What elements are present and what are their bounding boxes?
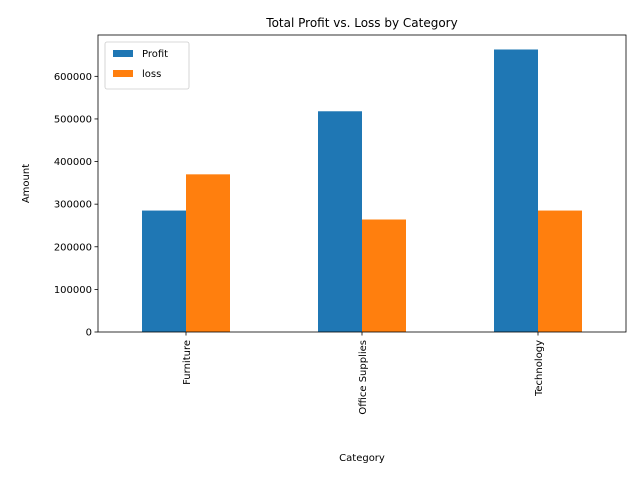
- bar-profit-technology: [494, 49, 538, 333]
- y-axis-label: Amount: [21, 164, 32, 203]
- legend-label-loss: loss: [142, 69, 161, 80]
- plot-frame: [97, 34, 627, 333]
- x-tick-label: Office Supplies: [358, 340, 369, 415]
- y-tick-label: 100000: [54, 285, 92, 296]
- x-tick-label: Technology: [534, 340, 545, 397]
- y-tick-label: 300000: [54, 200, 92, 211]
- legend-swatch-profit: [113, 50, 133, 57]
- y-tick-label: 500000: [54, 114, 92, 125]
- y-tick-label: 600000: [54, 72, 92, 83]
- y-tick-label: 400000: [54, 157, 92, 168]
- legend: Profit loss: [104, 41, 190, 90]
- bar-profit-office-supplies: [318, 111, 362, 332]
- y-tick-label: 0: [86, 328, 92, 339]
- bar-loss-technology: [538, 210, 582, 332]
- x-axis: Furniture Office Supplies Technology: [182, 332, 545, 415]
- x-tick-label: Furniture: [182, 340, 193, 385]
- chart-title: Total Profit vs. Loss by Category: [265, 16, 457, 30]
- legend-label-profit: Profit: [142, 49, 168, 60]
- bars-group: [142, 49, 582, 333]
- y-axis: 0 100000 200000 300000 400000 500000 600000: [54, 72, 98, 339]
- bar-loss-office-supplies: [362, 219, 406, 332]
- bar-loss-furniture: [186, 174, 230, 332]
- y-tick-label: 200000: [54, 242, 92, 253]
- legend-swatch-loss: [113, 70, 133, 77]
- bar-profit-furniture: [142, 210, 186, 332]
- x-axis-label: Category: [339, 453, 385, 464]
